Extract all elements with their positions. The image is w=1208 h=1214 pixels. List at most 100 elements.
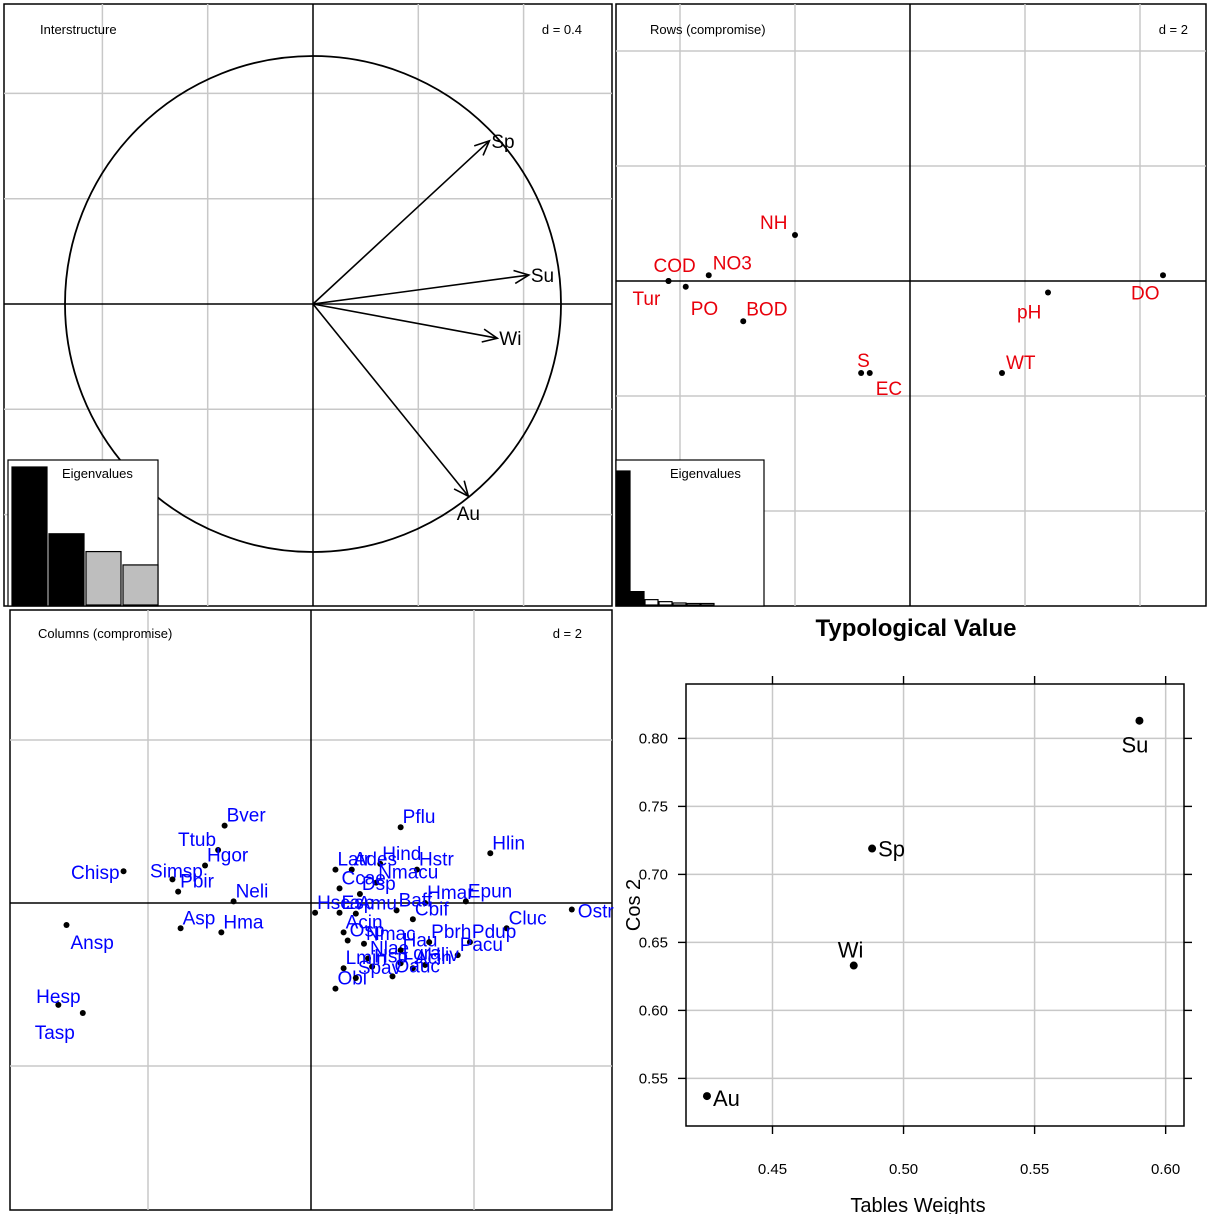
column-label: Hesp <box>36 987 80 1008</box>
column-label: Obi <box>337 969 367 990</box>
eigenvalue-bar <box>686 602 701 606</box>
column-point <box>120 868 127 875</box>
column-label: Hma <box>223 912 264 933</box>
y-tick-label: 0.55 <box>639 1070 668 1087</box>
inset-frame <box>615 459 765 607</box>
y-tick-label: 0.75 <box>639 798 668 815</box>
column-point <box>487 850 494 857</box>
row-label: PO <box>691 299 718 320</box>
panel-title: Columns (compromise) <box>38 626 172 641</box>
column-label: Neli <box>236 881 269 902</box>
column-point <box>462 898 469 905</box>
eigenvalue-bar <box>644 599 659 606</box>
column-point <box>348 866 355 873</box>
column-point <box>352 910 359 917</box>
column-label: Nmac <box>366 924 416 945</box>
arrow-line <box>312 303 498 340</box>
column-point <box>409 916 416 923</box>
row-label: WT <box>1006 353 1036 374</box>
arrow-label: Sp <box>491 132 514 153</box>
column-label: Oauc <box>395 956 440 977</box>
column-label: Hmar <box>427 883 474 904</box>
column-point <box>332 866 339 873</box>
panel-title: Interstructure <box>40 22 117 37</box>
row-point <box>705 272 712 279</box>
column-point <box>426 939 433 946</box>
row-point <box>682 283 689 290</box>
column-label: Hsp <box>374 947 408 968</box>
column-label: Simsp <box>150 861 203 882</box>
column-label: Pflu <box>403 807 436 828</box>
column-point <box>177 925 184 932</box>
column-label: Ttub <box>178 830 216 851</box>
column-point <box>215 847 222 854</box>
column-label: Cluc <box>509 908 547 929</box>
row-point <box>665 278 672 284</box>
point-layer: Su Sp Wi Au <box>702 716 1148 1111</box>
y-axis-label: Cos 2 <box>623 879 645 931</box>
row-label: NO3 <box>713 253 752 274</box>
column-label: Spav <box>358 958 402 979</box>
arrow-layer: Sp Su Wi Au <box>312 132 554 525</box>
y-tick-label: 0.70 <box>639 866 668 883</box>
row-label: EC <box>876 379 902 400</box>
column-label: Hlin <box>492 833 525 854</box>
column-point <box>568 906 575 913</box>
column-point <box>202 862 209 869</box>
column-point <box>397 960 404 967</box>
column-point <box>422 961 429 968</box>
column-point <box>397 824 404 831</box>
column-label: Hsca <box>317 893 361 914</box>
inset-title: Eigenvalues <box>670 466 741 481</box>
column-point <box>336 909 343 916</box>
y-tick-label: 0.60 <box>639 1002 668 1019</box>
x-tick-label: 0.50 <box>889 1161 918 1178</box>
column-point <box>79 1010 86 1017</box>
arrow-line <box>312 274 529 305</box>
y-tick-label: 0.65 <box>639 934 668 951</box>
column-point <box>397 947 404 954</box>
row-point <box>740 318 747 325</box>
eigenvalue-bar <box>122 564 159 606</box>
eigenvalues-inset: Eigenvalues <box>615 459 765 607</box>
row-label: S <box>857 351 870 372</box>
column-label: Pbrh <box>431 922 471 943</box>
column-label: Chisp <box>71 863 120 884</box>
column-label: Hgor <box>207 846 249 867</box>
column-label: Hind <box>382 844 421 865</box>
column-point <box>409 965 416 972</box>
column-point <box>422 900 429 906</box>
row-label: Tur <box>633 289 661 310</box>
arrow-head <box>513 269 531 285</box>
row-label: COD <box>654 256 696 277</box>
table-label: Su <box>1121 733 1148 758</box>
eigenvalue-bar <box>658 601 673 606</box>
eigenvalue-bar <box>630 590 645 606</box>
column-label: Nmacu <box>378 863 438 884</box>
column-point <box>389 973 396 980</box>
grid-lines <box>616 4 1206 606</box>
table-point <box>849 961 858 970</box>
panel-rows: NH COD NO3 Tur PO BOD pH DO S EC WT Rows (compromi… <box>615 3 1207 607</box>
column-label: Ansp <box>71 933 114 954</box>
column-label: Ostr <box>578 902 615 923</box>
column-point <box>332 985 339 992</box>
arrow-label: Au <box>457 504 480 525</box>
point-layer: NH COD NO3 Tur PO BOD pH DO S EC WT <box>633 213 1166 400</box>
inset-title: Eigenvalues <box>62 466 133 481</box>
column-label: Dsp <box>362 874 396 895</box>
column-point <box>356 891 363 898</box>
column-point <box>340 929 347 936</box>
row-label: DO <box>1131 283 1160 304</box>
column-point <box>344 937 351 944</box>
panel-typological: Typological Value 0.45 0.50 0.55 0.600.550.… <box>623 615 1192 1214</box>
table-label: Sp <box>878 837 905 862</box>
row-label: NH <box>760 213 787 234</box>
column-point <box>393 907 400 914</box>
column-label: Acin <box>415 948 452 969</box>
x-axis-label: Tables Weights <box>850 1195 985 1214</box>
panel-interstructure: Sp Su Wi Au Interstructure d = 0.4 Eigenval… <box>3 3 613 607</box>
panel-title: Rows (compromise) <box>650 22 766 37</box>
chart-title: Typological Value <box>816 615 1017 642</box>
